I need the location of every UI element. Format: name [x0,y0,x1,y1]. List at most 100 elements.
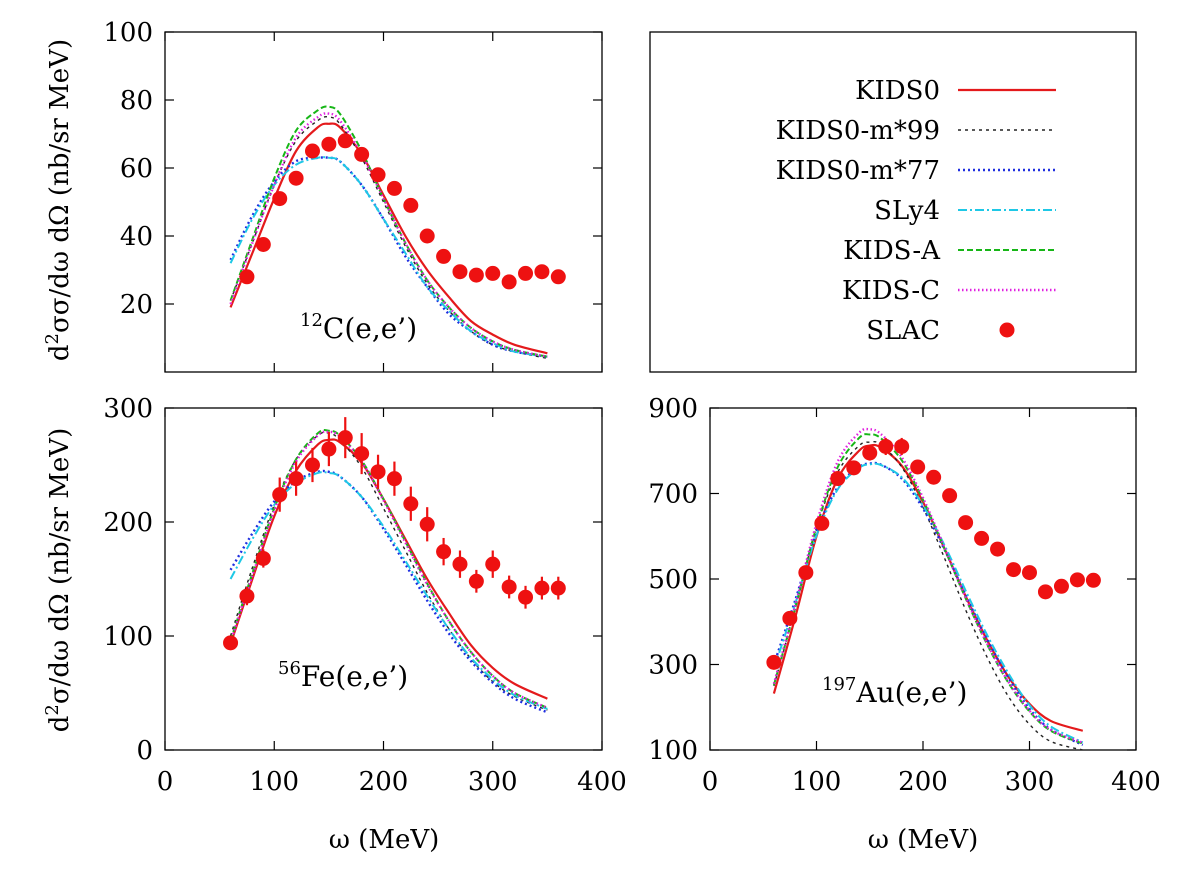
au197-annotation: 197Au(e,e’) [822,674,967,709]
fe56-xtick-label: 300 [468,767,518,797]
c12-ytick-label: 80 [120,86,153,116]
c12-slac-point [534,264,550,280]
legend-swatch-slac [999,322,1015,338]
au197-xtick-label: 0 [702,767,719,797]
au197-slac-point [894,438,910,454]
panel-c12: 20 40 60 80 100 [103,18,603,372]
c12-slac-point [321,136,337,152]
au197-slac-point [846,460,862,476]
fe56-slac-point [370,464,386,480]
au197-slac-point [766,654,782,670]
au197-slac-point [958,515,974,531]
legend-label: KIDS0-m*77 [776,156,940,186]
fe56-xtick-label: 400 [577,767,627,797]
fe56-slac-point [272,487,288,503]
fe56-ytick-label: 0 [136,736,153,766]
c12-slac-point [304,143,320,159]
fe56-ytick-label: 300 [103,394,153,424]
fe56-annotation: 56Fe(e,e’) [278,658,408,693]
au197-slac-point [1022,565,1037,581]
au197-xtick-label: 400 [1111,767,1161,797]
fe56-slac-point [550,580,566,596]
legend-label: KIDS-A [843,236,941,266]
au197-ytick-label: 900 [648,394,698,424]
c12-slac-point [272,191,288,207]
c12-slac-point [386,180,402,196]
fe56-ylabel: d2σ/dω dΩ (nb/sr MeV) [42,428,75,732]
au197-slac-point [974,530,990,546]
fe56-slac-point [485,556,501,572]
c12-slac-point [354,146,370,162]
fe56-ytick-label: 200 [103,508,153,538]
au197-ytick-label: 500 [648,565,698,595]
c12-slac-point [518,265,534,281]
c12-series-kids-c [229,112,548,358]
legend: KIDS0 KIDS0-m*99 KIDS0-m*77 SLy4 KIDS-A KIDS-… [776,76,1056,346]
fe56-xtick-label: 200 [359,767,409,797]
c12-slac-point [485,265,501,281]
au197-slac-point [990,541,1006,557]
fe56-slac-point [436,544,452,560]
au197-ytick-label: 700 [648,480,698,510]
legend-box [649,31,1137,373]
c12-ytick-label: 20 [120,290,153,320]
fe56-slac-point [223,635,239,651]
fe56-slac-point [321,441,337,457]
c12-slac-point [452,264,468,280]
au197-slac-point [910,459,926,475]
c12-ytick-label: 60 [120,154,153,184]
c12-slac-point [501,274,517,290]
au197-slac-point [1037,584,1053,600]
au197-slac-point [798,565,814,581]
c12-slac-point [370,167,386,183]
au197-slac-point [942,488,958,504]
legend-label: SLAC [866,316,940,346]
fe56-slac-point [468,573,484,589]
fe56-slac-point [518,589,534,605]
fe56-slac-point [419,516,435,532]
fe56-xtick-label: 0 [157,767,174,797]
fe56-slac-point [354,446,370,462]
legend-label: SLy4 [874,196,940,226]
c12-slac-point [419,228,435,244]
au197-ytick-label: 100 [648,736,698,766]
fe56-slac-point [288,471,304,487]
au197-slac-point [926,469,942,485]
fe56-slac-point [337,430,353,446]
fe56-slac-point [304,457,320,473]
c12-ytick-label: 40 [120,222,153,252]
au197-slac-point [830,471,846,487]
au197-xtick-label: 200 [898,767,948,797]
legend-label: KIDS-C [842,276,940,306]
au197-slac-point [862,445,878,461]
au197-xtick-label: 300 [1005,767,1055,797]
au197-ytick-label: 300 [648,651,698,681]
c12-slac-point [239,269,255,285]
fe56-ytick-label: 100 [103,622,153,652]
c12-slac-point [550,269,566,285]
au197-slac-point [1085,572,1101,588]
c12-series-sly4 [229,156,548,358]
fe56-slac-point [534,580,550,596]
fe56-slac-point [501,579,517,595]
c12-annotation: 12C(e,e’) [300,310,417,345]
c12-slac-point [337,133,353,149]
panel-fe56: 0 100 200 300 0 100 200 300 400 [103,394,626,797]
fe56-slac-point [452,556,468,572]
legend-label: KIDS0-m*99 [776,116,940,146]
au197-slac-point [1006,562,1022,578]
legend-label: KIDS0 [855,76,940,106]
c12-series-kids-a [229,105,548,358]
au197-slac-point [1053,578,1069,594]
au197-slac-point [782,610,798,626]
c12-ylabel: d2σσ/dω dΩ (nb/sr MeV) [42,39,75,361]
fe56-slac-point [386,471,402,487]
c12-slac-point [436,248,452,264]
au197-xlabel: ω (MeV) [868,825,979,855]
fe56-xtick-label: 100 [249,767,299,797]
c12-ytick-label: 100 [103,18,153,48]
au197-slac-point [1069,572,1085,588]
fe56-slac-point [255,550,271,566]
